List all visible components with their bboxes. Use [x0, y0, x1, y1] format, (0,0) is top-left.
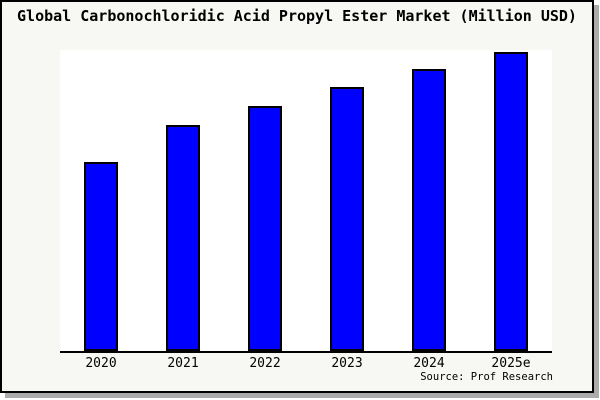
bar-2021 — [166, 125, 200, 351]
source-caption: Source: Prof Research — [420, 371, 553, 383]
x-tick-label-2021: 2021 — [167, 356, 199, 371]
bar-2023 — [330, 87, 364, 351]
bar-slot-2025e — [470, 50, 552, 351]
bar-slot-2020 — [60, 50, 142, 351]
bar-2025e — [494, 52, 528, 351]
x-tick-label-2025e: 2025e — [491, 356, 531, 371]
plot-area — [60, 50, 552, 353]
bar-2020 — [84, 162, 118, 351]
bar-slot-2021 — [142, 50, 224, 351]
bar-slot-2022 — [224, 50, 306, 351]
x-tick-label-2020: 2020 — [85, 356, 117, 371]
bar-2022 — [248, 106, 282, 351]
x-tick-label-2023: 2023 — [331, 356, 363, 371]
bar-slot-2023 — [306, 50, 388, 351]
x-tick-label-2022: 2022 — [249, 356, 281, 371]
bar-2024 — [412, 69, 446, 351]
x-axis-labels: 2020 2021 2022 2023 2024 2025e — [60, 356, 552, 371]
x-tick-label-2024: 2024 — [413, 356, 445, 371]
chart-title: Global Carbonochloridic Acid Propyl Este… — [17, 7, 577, 25]
bar-slot-2024 — [388, 50, 470, 351]
